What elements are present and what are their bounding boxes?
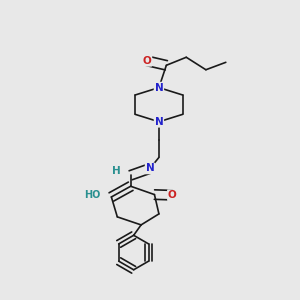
Text: O: O [143,56,152,66]
Text: N: N [154,117,163,127]
Text: HO: HO [84,190,100,200]
Text: H: H [112,167,121,176]
Text: O: O [168,190,177,200]
Text: N: N [146,164,154,173]
Text: N: N [154,82,163,93]
